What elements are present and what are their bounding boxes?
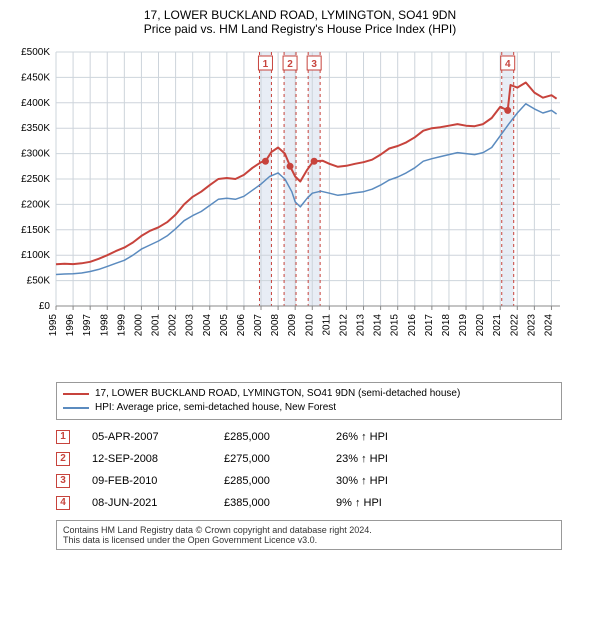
svg-text:2020: 2020 (475, 314, 486, 337)
chart-container: 17, LOWER BUCKLAND ROAD, LYMINGTON, SO41… (8, 8, 592, 550)
svg-text:2008: 2008 (270, 314, 281, 337)
svg-text:2000: 2000 (133, 314, 144, 337)
svg-text:2015: 2015 (390, 314, 401, 337)
svg-text:£50K: £50K (27, 276, 51, 287)
svg-text:£300K: £300K (21, 149, 50, 160)
footer-line-1: Contains HM Land Registry data © Crown c… (63, 525, 555, 535)
transaction-row: 3 09-FEB-2010 £285,000 30% ↑ HPI (56, 470, 562, 492)
svg-text:1995: 1995 (48, 314, 59, 337)
svg-text:1998: 1998 (99, 314, 110, 337)
svg-text:2013: 2013 (356, 314, 367, 337)
svg-text:4: 4 (505, 59, 511, 70)
legend-swatch (63, 393, 89, 395)
transaction-row: 1 05-APR-2007 £285,000 26% ↑ HPI (56, 426, 562, 448)
title-line-1: 17, LOWER BUCKLAND ROAD, LYMINGTON, SO41… (8, 8, 592, 22)
legend-row: 17, LOWER BUCKLAND ROAD, LYMINGTON, SO41… (63, 387, 555, 401)
svg-text:2023: 2023 (526, 314, 537, 337)
svg-text:2018: 2018 (441, 314, 452, 337)
svg-text:2021: 2021 (492, 314, 503, 337)
legend-swatch (63, 407, 89, 409)
svg-text:1: 1 (263, 59, 269, 70)
transactions-table: 1 05-APR-2007 £285,000 26% ↑ HPI 2 12-SEP-200… (56, 426, 562, 514)
transaction-marker: 4 (56, 496, 70, 510)
transaction-diff: 9% ↑ HPI (336, 497, 436, 509)
svg-text:2016: 2016 (407, 314, 418, 337)
svg-text:3: 3 (311, 59, 317, 70)
svg-text:£500K: £500K (21, 47, 50, 58)
transaction-marker: 1 (56, 430, 70, 444)
svg-text:2024: 2024 (543, 314, 554, 337)
svg-text:£0: £0 (39, 301, 51, 312)
svg-text:2003: 2003 (185, 314, 196, 337)
chart-area: £0 £50K £100K £150K £200K £250K £300K £350K £400… (8, 36, 592, 376)
svg-text:1999: 1999 (116, 314, 127, 337)
svg-text:2009: 2009 (287, 314, 298, 337)
transaction-row: 2 12-SEP-2008 £275,000 23% ↑ HPI (56, 448, 562, 470)
footer-line-2: This data is licensed under the Open Gov… (63, 535, 555, 545)
svg-text:£350K: £350K (21, 123, 50, 134)
svg-text:£250K: £250K (21, 174, 50, 185)
title-line-2: Price paid vs. HM Land Registry's House … (8, 22, 592, 36)
transaction-diff: 26% ↑ HPI (336, 431, 436, 443)
svg-text:£450K: £450K (21, 72, 50, 83)
transaction-price: £285,000 (224, 475, 314, 487)
legend-row: HPI: Average price, semi-detached house,… (63, 401, 555, 415)
transaction-diff: 30% ↑ HPI (336, 475, 436, 487)
svg-text:2011: 2011 (321, 314, 332, 336)
transaction-date: 08-JUN-2021 (92, 497, 202, 509)
transaction-marker: 3 (56, 474, 70, 488)
svg-text:2007: 2007 (253, 314, 264, 337)
svg-text:2019: 2019 (458, 314, 469, 337)
transaction-row: 4 08-JUN-2021 £385,000 9% ↑ HPI (56, 492, 562, 514)
legend-label: 17, LOWER BUCKLAND ROAD, LYMINGTON, SO41… (95, 387, 460, 401)
legend-label: HPI: Average price, semi-detached house,… (95, 401, 336, 415)
line-chart-svg: £0 £50K £100K £150K £200K £250K £300K £350K £400… (8, 36, 592, 376)
svg-text:2: 2 (287, 59, 293, 70)
svg-text:2006: 2006 (236, 314, 247, 337)
svg-text:1997: 1997 (82, 314, 93, 337)
svg-text:2001: 2001 (151, 314, 162, 337)
svg-text:£400K: £400K (21, 98, 50, 109)
transaction-date: 09-FEB-2010 (92, 475, 202, 487)
svg-text:2012: 2012 (338, 314, 349, 337)
svg-text:2010: 2010 (304, 314, 315, 337)
svg-text:2017: 2017 (424, 314, 435, 337)
transaction-diff: 23% ↑ HPI (336, 453, 436, 465)
transaction-price: £385,000 (224, 497, 314, 509)
transaction-price: £275,000 (224, 453, 314, 465)
svg-text:£100K: £100K (21, 250, 50, 261)
svg-text:£150K: £150K (21, 225, 50, 236)
svg-text:2014: 2014 (373, 314, 384, 337)
svg-text:2002: 2002 (168, 314, 179, 337)
transaction-marker: 2 (56, 452, 70, 466)
footer-attribution: Contains HM Land Registry data © Crown c… (56, 520, 562, 550)
svg-text:2022: 2022 (509, 314, 520, 337)
transaction-date: 05-APR-2007 (92, 431, 202, 443)
svg-text:2005: 2005 (219, 314, 230, 337)
svg-text:2004: 2004 (202, 314, 213, 337)
transaction-date: 12-SEP-2008 (92, 453, 202, 465)
legend: 17, LOWER BUCKLAND ROAD, LYMINGTON, SO41… (56, 382, 562, 420)
transaction-price: £285,000 (224, 431, 314, 443)
svg-text:£200K: £200K (21, 199, 50, 210)
svg-text:1996: 1996 (65, 314, 76, 337)
